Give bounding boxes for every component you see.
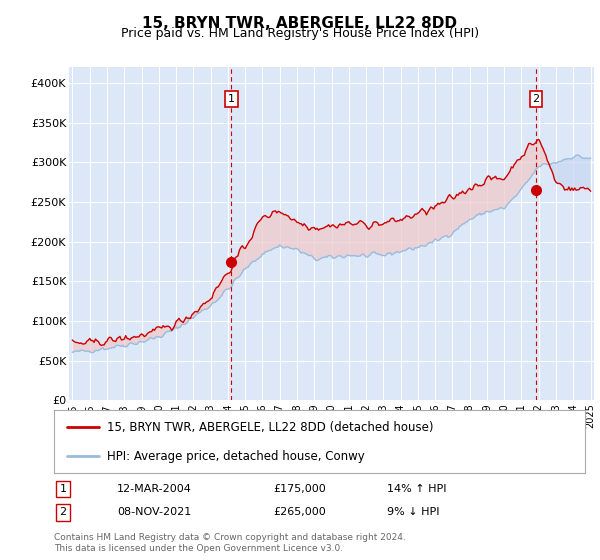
Text: 9% ↓ HPI: 9% ↓ HPI bbox=[387, 507, 439, 517]
Text: 14% ↑ HPI: 14% ↑ HPI bbox=[387, 484, 446, 494]
Text: 2: 2 bbox=[533, 94, 540, 104]
Text: 15, BRYN TWR, ABERGELE, LL22 8DD: 15, BRYN TWR, ABERGELE, LL22 8DD bbox=[143, 16, 458, 31]
Text: 1: 1 bbox=[228, 94, 235, 104]
Text: Price paid vs. HM Land Registry's House Price Index (HPI): Price paid vs. HM Land Registry's House … bbox=[121, 27, 479, 40]
Text: HPI: Average price, detached house, Conwy: HPI: Average price, detached house, Conw… bbox=[107, 450, 365, 463]
Text: Contains HM Land Registry data © Crown copyright and database right 2024.
This d: Contains HM Land Registry data © Crown c… bbox=[54, 533, 406, 553]
Text: 1: 1 bbox=[59, 484, 67, 494]
Text: 12-MAR-2004: 12-MAR-2004 bbox=[117, 484, 192, 494]
Text: £175,000: £175,000 bbox=[273, 484, 326, 494]
Text: £265,000: £265,000 bbox=[273, 507, 326, 517]
Text: 15, BRYN TWR, ABERGELE, LL22 8DD (detached house): 15, BRYN TWR, ABERGELE, LL22 8DD (detach… bbox=[107, 421, 434, 433]
Text: 2: 2 bbox=[59, 507, 67, 517]
Text: 08-NOV-2021: 08-NOV-2021 bbox=[117, 507, 191, 517]
